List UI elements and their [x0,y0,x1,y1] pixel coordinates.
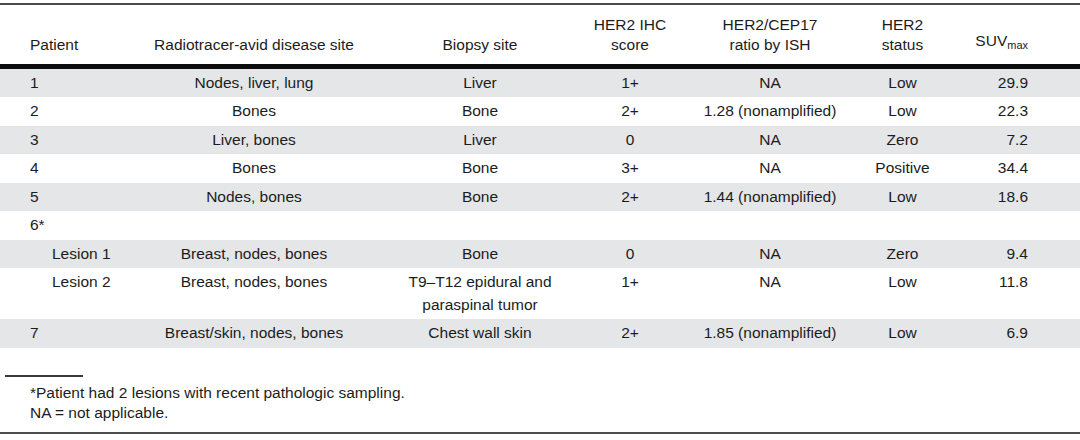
header-row: Patient Radiotracer-avid disease site Bi… [0,5,1080,66]
cell-disease-site: Bones [128,154,380,183]
table-row-patient-6-lesion-1: Lesion 1 Breast, nodes, bones Bone 0 NA … [0,240,1080,269]
cell-patient: Lesion 1 [0,240,128,269]
header-status-line2: status [882,36,923,53]
header-biopsy-site: Biopsy site [380,5,580,66]
header-ish-line2: ratio by ISH [730,36,811,53]
cell-ihc-score: 0 [580,126,680,155]
cell-her2-status [860,211,945,240]
cell-biopsy-site [380,211,580,240]
cell-ish-ratio: NA [680,66,860,97]
cell-her2-status: Low [860,319,945,348]
cell-biopsy-site: Liver [380,126,580,155]
cell-her2-status: Low [860,268,945,319]
header-suv-max: SUVmax [945,5,1080,66]
cell-suv-max: 18.6 [945,183,1080,212]
table-row-patient-2: 2 Bones Bone 2+ 1.28 (nonamplified) Low … [0,97,1080,126]
table-row-patient-4: 4 Bones Bone 3+ NA Positive 34.4 [0,154,1080,183]
bottom-rule [0,432,1080,434]
cell-suv-max: 34.4 [945,154,1080,183]
header-ihc-line1: HER2 IHC [594,16,666,33]
cell-biopsy-site: Bone [380,183,580,212]
table-body: 1 Nodes, liver, lung Liver 1+ NA Low 29.… [0,66,1080,348]
cell-patient: 6* [0,211,128,240]
header-disease-site: Radiotracer-avid disease site [128,5,380,66]
table-footnotes-block: *Patient had 2 lesions with recent patho… [0,375,1080,423]
cell-biopsy-site: Bone [380,240,580,269]
header-patient: Patient [0,5,128,66]
cell-biopsy-site: Bone [380,97,580,126]
cell-patient: 5 [0,183,128,212]
cell-suv-max: 9.4 [945,240,1080,269]
cell-her2-status: Positive [860,154,945,183]
header-suv-base: SUV [975,32,1007,49]
cell-ish-ratio: NA [680,126,860,155]
cell-disease-site: Nodes, liver, lung [128,66,380,97]
cell-her2-status: Zero [860,240,945,269]
cell-biopsy-site: T9–T12 epidural and paraspinal tumor [380,268,580,319]
cell-patient: Lesion 2 [0,268,128,319]
cell-disease-site: Breast, nodes, bones [128,240,380,269]
table-row-patient-3: 3 Liver, bones Liver 0 NA Zero 7.2 [0,126,1080,155]
cell-biopsy-site: Liver [380,66,580,97]
cell-disease-site: Breast, nodes, bones [128,268,380,319]
cell-patient: 4 [0,154,128,183]
cell-ish-ratio: NA [680,154,860,183]
cell-her2-status: Low [860,97,945,126]
cell-disease-site: Bones [128,97,380,126]
her2-patient-table: Patient Radiotracer-avid disease site Bi… [0,5,1080,348]
table-row-patient-6: 6* [0,211,1080,240]
her2-patient-table-figure: Patient Radiotracer-avid disease site Bi… [0,0,1080,440]
header-ihc-line2: score [611,36,649,53]
header-ihc-score: HER2 IHC score [580,5,680,66]
header-her2-status: HER2 status [860,5,945,66]
cell-suv-max: 7.2 [945,126,1080,155]
table-row-patient-7: 7 Breast/skin, nodes, bones Chest wall s… [0,319,1080,348]
cell-suv-max: 6.9 [945,319,1080,348]
cell-patient: 7 [0,319,128,348]
cell-her2-status: Zero [860,126,945,155]
cell-ish-ratio [680,211,860,240]
footnote-asterisk: *Patient had 2 lesions with recent patho… [30,383,1080,403]
cell-biopsy-site: Bone [380,154,580,183]
cell-suv-max: 22.3 [945,97,1080,126]
cell-patient: 1 [0,66,128,97]
cell-ish-ratio: 1.85 (nonamplified) [680,319,860,348]
cell-biopsy-site: Chest wall skin [380,319,580,348]
header-status-line1: HER2 [882,16,923,33]
cell-disease-site [128,211,380,240]
header-suv-subscript: max [1007,39,1028,51]
cell-ish-ratio: NA [680,240,860,269]
cell-disease-site: Breast/skin, nodes, bones [128,319,380,348]
cell-disease-site: Nodes, bones [128,183,380,212]
header-ish-line1: HER2/CEP17 [723,16,818,33]
cell-ihc-score: 3+ [580,154,680,183]
cell-ihc-score: 2+ [580,97,680,126]
cell-ihc-score: 0 [580,240,680,269]
cell-ish-ratio: NA [680,268,860,319]
cell-her2-status: Low [860,66,945,97]
cell-patient: 3 [0,126,128,155]
footnote-divider-rule [5,375,83,377]
cell-ish-ratio: 1.44 (nonamplified) [680,183,860,212]
header-ish-ratio: HER2/CEP17 ratio by ISH [680,5,860,66]
cell-suv-max [945,211,1080,240]
cell-ihc-score: 2+ [580,183,680,212]
cell-her2-status: Low [860,183,945,212]
cell-ihc-score: 1+ [580,66,680,97]
cell-suv-max: 11.8 [945,268,1080,319]
table-header: Patient Radiotracer-avid disease site Bi… [0,5,1080,66]
cell-disease-site: Liver, bones [128,126,380,155]
cell-ihc-score: 2+ [580,319,680,348]
table-row-patient-1: 1 Nodes, liver, lung Liver 1+ NA Low 29.… [0,66,1080,97]
cell-ish-ratio: 1.28 (nonamplified) [680,97,860,126]
cell-ihc-score [580,211,680,240]
cell-patient: 2 [0,97,128,126]
cell-ihc-score: 1+ [580,268,680,319]
table-row-patient-6-lesion-2: Lesion 2 Breast, nodes, bones T9–T12 epi… [0,268,1080,319]
footnote-na-definition: NA = not applicable. [30,403,1080,423]
table-row-patient-5: 5 Nodes, bones Bone 2+ 1.44 (nonamplifie… [0,183,1080,212]
cell-suv-max: 29.9 [945,66,1080,97]
